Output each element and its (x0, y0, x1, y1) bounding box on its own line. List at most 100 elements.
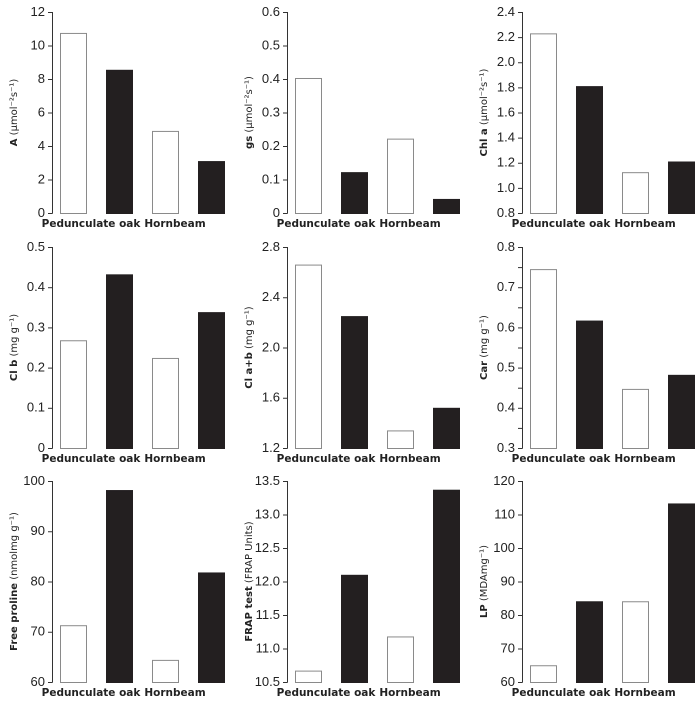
x-category-label: Hornbeam (144, 218, 205, 230)
bar-black (433, 198, 460, 214)
x-category-label: Hornbeam (379, 453, 440, 465)
bar-white (622, 172, 649, 214)
x-category-label: Hornbeam (379, 218, 440, 230)
y-tick-label: 13.5 (255, 473, 280, 488)
bar-white (152, 130, 179, 214)
y-tick-label: 90 (31, 523, 45, 538)
bar-black (106, 490, 133, 684)
y-tick-label: 2 (38, 171, 45, 186)
y-tick-label: 1.8 (497, 79, 515, 94)
chart-panel: Car (mg g⁻¹) 0.3 0.4 0.5 0.6 0.7 0.8 Pedunculat… (470, 235, 700, 469)
chart-panel: Chl a (µmol⁻²s⁻¹) 0.8 1.0 1.2 1.4 1.6 1.8 2.0 2.… (470, 0, 700, 234)
y-tick-label: 80 (501, 607, 515, 622)
bar-black (576, 86, 603, 214)
x-category-label: Hornbeam (144, 453, 205, 465)
bar-white (60, 340, 87, 449)
bar-white (530, 665, 557, 683)
y-tick-label: 0 (38, 440, 45, 455)
x-category-label: Hornbeam (144, 687, 205, 699)
bar-black (106, 69, 133, 214)
y-axis-label: A (µmol⁻²s⁻¹) (9, 79, 20, 147)
y-axis-label-name: Cl b (9, 360, 20, 381)
bar-black (198, 161, 225, 214)
chart-svg: Cl b (mg g⁻¹) 0 0.1 0.2 0.3 0.4 0.5 Pedunculate… (9, 239, 225, 465)
chart-svg: Chl a (µmol⁻²s⁻¹) 0.8 1.0 1.2 1.4 1.6 1.8 2.0 2.… (479, 4, 695, 230)
y-tick-label: 0.7 (497, 279, 515, 294)
bar-black (576, 601, 603, 683)
chart-svg: A (µmol⁻²s⁻¹) 0 2 4 6 8 10 12 Pedunculate oak Hor… (9, 4, 225, 230)
y-axis-label-name: Cl a+b (244, 352, 255, 389)
y-axis-label-name: Car (479, 361, 490, 380)
bar-black (341, 172, 368, 215)
y-tick-label: 2.8 (262, 239, 280, 254)
y-tick-label: 2.0 (497, 54, 515, 69)
y-tick-label: 60 (501, 674, 515, 689)
y-axis-label: Cl b (mg g⁻¹) (9, 314, 20, 381)
y-axis-label: LP (MDAmg⁻¹) (479, 545, 490, 618)
x-category-label: Hornbeam (614, 453, 675, 465)
y-tick-label: 0.4 (497, 400, 515, 415)
bar-white (387, 430, 414, 450)
y-tick-label: 10.5 (255, 674, 280, 689)
y-tick-label: 70 (31, 624, 45, 639)
bar-black (198, 312, 225, 450)
y-tick-label: 0 (38, 205, 45, 220)
y-tick-label: 1.6 (497, 104, 515, 119)
y-axis-label-units: (FRAP Units) (244, 521, 255, 586)
y-axis-label-units: (MDAmg⁻¹) (479, 545, 490, 604)
y-axis-label-name: Chl a (479, 128, 490, 156)
bar-white (622, 388, 649, 450)
bar-black (106, 274, 133, 449)
y-axis-label: Cl a+b (mg g⁻¹) (244, 306, 255, 389)
y-axis-label-name: FRAP test (244, 586, 255, 642)
bar-white (60, 32, 87, 214)
y-tick-label: 12.5 (255, 540, 280, 555)
x-category-label: Hornbeam (614, 687, 675, 699)
x-category-label: Pedunculate oak (512, 218, 612, 230)
y-tick-label: 0.5 (497, 360, 515, 375)
bar-black (341, 316, 368, 449)
x-category-label: Pedunculate oak (277, 687, 377, 699)
y-tick-label: 70 (501, 640, 515, 655)
x-category-label: Pedunculate oak (42, 453, 142, 465)
y-tick-label: 0.2 (262, 138, 280, 153)
y-tick-label: 2.2 (497, 29, 515, 44)
bar-black (668, 503, 695, 683)
bar-black (433, 407, 460, 450)
y-tick-label: 0.4 (27, 279, 45, 294)
y-axis-label-units: (mg g⁻¹) (9, 314, 20, 360)
bar-black (576, 320, 603, 449)
chart-svg: FRAP test (FRAP Units) 10.5 11.0 11.5 12.0 12… (244, 473, 460, 699)
chart-svg: Cl a+b (mg g⁻¹) 1.2 1.6 2.0 2.4 2.8 Pedunculat… (244, 239, 460, 465)
y-tick-label: 80 (31, 573, 45, 588)
bar-white (387, 138, 414, 215)
y-tick-label: 0.3 (262, 104, 280, 119)
y-tick-label: 0.2 (27, 360, 45, 375)
y-tick-label: 1.0 (497, 180, 515, 195)
x-category-label: Pedunculate oak (277, 218, 377, 230)
chart-panel: Cl a+b (mg g⁻¹) 1.2 1.6 2.0 2.4 2.8 Pedunculat… (235, 235, 468, 469)
y-tick-label: 90 (501, 573, 515, 588)
y-tick-label: 10 (31, 37, 45, 52)
y-tick-label: 110 (494, 506, 515, 521)
y-axis-label-name: Free proline (9, 583, 20, 651)
y-tick-label: 13.0 (255, 506, 280, 521)
y-axis-label-units: (µmol⁻²s⁻¹) (244, 76, 255, 136)
y-axis-label: FRAP test (FRAP Units) (244, 521, 255, 641)
y-tick-label: 8 (38, 71, 45, 86)
y-tick-label: 11.5 (256, 607, 280, 622)
y-tick-label: 0.1 (27, 400, 45, 415)
y-tick-label: 2.0 (262, 339, 280, 354)
bar-white (295, 264, 322, 450)
bar-black (341, 574, 368, 683)
y-tick-label: 1.6 (262, 390, 280, 405)
bar-black (668, 161, 695, 214)
bar-white (622, 601, 649, 683)
y-tick-label: 60 (31, 674, 45, 689)
y-axis-label-units: (mg g⁻¹) (244, 306, 255, 352)
y-tick-label: 0.6 (262, 4, 280, 19)
y-tick-label: 0.3 (497, 440, 515, 455)
chart-panel: Free proline (nmolmg g⁻¹) 60 70 80 90 100 Pedu… (0, 469, 233, 703)
bar-black (433, 489, 460, 683)
y-tick-label: 0.8 (497, 239, 515, 254)
